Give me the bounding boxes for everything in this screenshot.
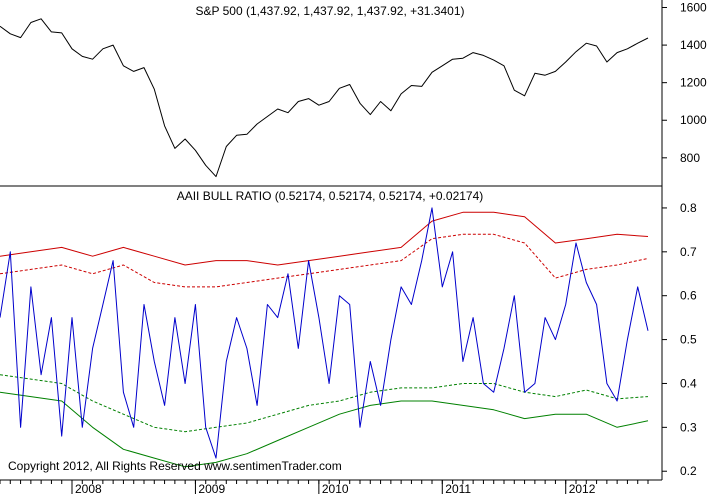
sp500-y-tick-label: 1000 <box>680 113 707 127</box>
bull-ratio-series-line-4 <box>0 207 649 459</box>
bull-ratio-series-line-0 <box>0 211 649 266</box>
x-tick-label-2011: 2011 <box>445 482 471 495</box>
sp500-y-tick-label: 1200 <box>680 76 707 90</box>
sp500-y-tick-label: 800 <box>680 151 700 165</box>
bull-ratio-title: AAII BULL RATIO (0.52174, 0.52174, 0.521… <box>177 189 484 203</box>
bull-ratio-y-tick-label: 0.8 <box>680 201 697 215</box>
bull-ratio-series-line-3 <box>0 391 649 468</box>
bull-ratio-y-tick-label: 0.6 <box>680 289 697 303</box>
bull-ratio-series-line-1 <box>0 233 649 288</box>
bull-ratio-series-group <box>0 207 649 468</box>
x-tick-label-2008: 2008 <box>75 482 102 495</box>
x-tick-label-2010: 2010 <box>322 482 349 495</box>
sp500-series-line-0 <box>0 18 649 178</box>
sp500-series-group <box>0 18 649 178</box>
bull-ratio-y-axis: 0.2 0.3 0.4 0.5 0.6 0.7 0.8 <box>662 201 697 478</box>
sp500-panel: 800 1000 1200 1400 1600 S&P 500 (1,437.92, 1… <box>0 1 707 178</box>
x-tick-label-2009: 2009 <box>198 482 225 495</box>
bull-ratio-y-tick-label: 0.2 <box>680 464 697 478</box>
copyright-annotation: Copyright 2012, All Rights Reserved www.… <box>8 459 342 473</box>
bull-ratio-panel: 0.2 0.3 0.4 0.5 0.6 0.7 0.8 AAII BULL RATIO (0… <box>0 189 697 478</box>
bull-ratio-y-tick-label: 0.4 <box>680 376 697 390</box>
x-tick-label-2012: 2012 <box>569 482 596 495</box>
sp500-title: S&P 500 (1,437.92, 1,437.92, 1,437.92, +… <box>196 4 465 18</box>
sp500-y-tick-label: 1600 <box>680 1 707 15</box>
bull-ratio-y-tick-label: 0.7 <box>680 245 697 259</box>
bull-ratio-y-tick-label: 0.5 <box>680 333 697 347</box>
bull-ratio-y-tick-label: 0.3 <box>680 420 697 434</box>
x-axis: 2008 2009 2010 2011 2012 <box>0 480 649 496</box>
sp500-y-axis: 800 1000 1200 1400 1600 <box>662 1 707 165</box>
sp500-y-tick-label: 1400 <box>680 38 707 52</box>
bull-ratio-series-line-2 <box>0 374 649 433</box>
